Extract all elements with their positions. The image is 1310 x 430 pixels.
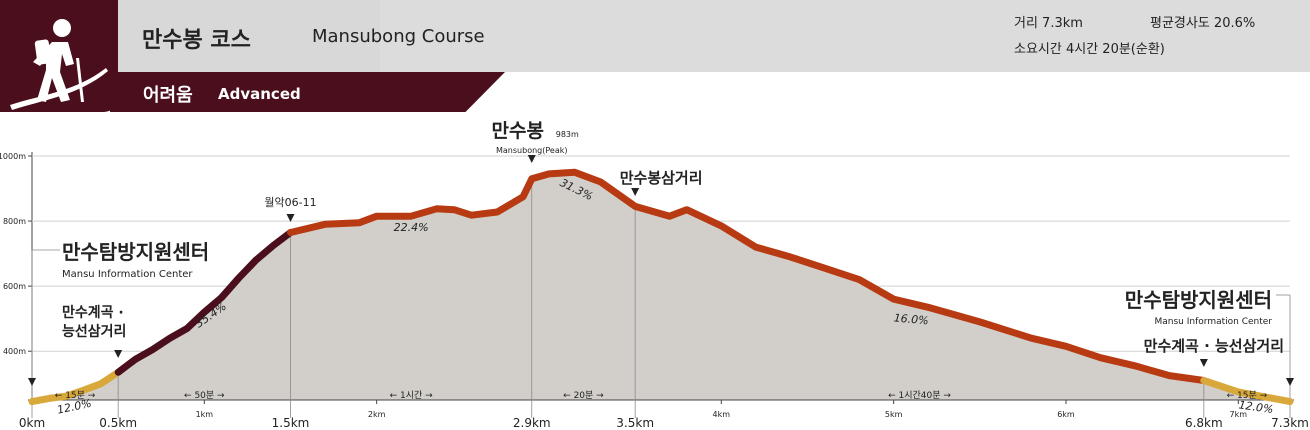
duration-stat: 소요시간 4시간 20분(순환) (1014, 42, 1165, 57)
difficulty-label-en: Advanced (218, 85, 301, 103)
trail-segment (1200, 377, 1294, 406)
course-title-en: Mansubong Course (312, 26, 485, 47)
waypoint-marker (527, 155, 536, 163)
trail-segment (28, 368, 122, 406)
x-minor-tick-label: 1km (196, 410, 214, 419)
y-tick-label: 1000m (0, 152, 26, 161)
y-tick-label: 400m (3, 347, 26, 356)
title-bar (118, 0, 380, 72)
waypoint-name-line2: 능선삼거리 (62, 324, 126, 340)
y-tick-label: 800m (3, 217, 26, 226)
slope-label: 22.4% (394, 221, 429, 234)
waypoint-marker (28, 378, 36, 386)
difficulty-bar (110, 72, 505, 112)
trail-segment (114, 229, 294, 376)
profile-area (32, 172, 1290, 402)
duration-label: ← 50분 → (184, 390, 225, 401)
waypoint-marker (1199, 359, 1208, 367)
trail-segment (287, 168, 1208, 384)
y-tick-label: 600m (3, 282, 26, 291)
course-badge (0, 0, 118, 112)
waypoint-name: 만수계곡 · 능선삼거리 (1144, 337, 1284, 355)
x-tick-label: 6.8km (1185, 416, 1223, 430)
waypoint-marker (286, 214, 295, 222)
course-title-ko: 만수봉 코스 (142, 28, 251, 53)
slope-label: 16.0% (893, 311, 929, 327)
waypoint-name: 월악06-11 (264, 196, 316, 209)
duration-label: ← 1시간 → (390, 390, 434, 401)
duration-label: ← 20분 → (563, 390, 604, 401)
hiker-icon (10, 19, 108, 110)
x-minor-tick-label: 5km (885, 410, 903, 419)
waypoint-marker (114, 350, 123, 358)
x-tick-label: 1.5km (272, 416, 310, 430)
waypoint-name: 만수계곡 · (62, 305, 124, 321)
waypoint-marker (631, 188, 640, 196)
duration-label: ← 15분 → (1227, 390, 1268, 401)
x-tick-label: 3.5km (616, 416, 654, 430)
x-minor-tick-label: 2km (368, 410, 386, 419)
x-minor-tick-label: 7km (1230, 410, 1248, 419)
x-tick-label: 2.9km (513, 416, 551, 430)
waypoint-sub: Mansu Information Center (62, 269, 193, 280)
difficulty-label-ko: 어려움 (143, 85, 193, 106)
x-minor-tick-label: 6km (1057, 410, 1075, 419)
waypoint-name: 만수봉삼거리 (620, 169, 703, 187)
x-minor-tick-label: 4km (713, 410, 731, 419)
duration-label: ← 1시간40분 → (888, 390, 951, 401)
waypoint-name: 만수탐방지원센터 (62, 240, 209, 264)
slope-stat: 평균경사도 20.6% (1150, 16, 1256, 31)
elevation-chart: 400m600m800m1000m12.0%35.4%22.4%31.3%16.… (0, 120, 1309, 430)
x-tick-label: 0.5km (99, 416, 137, 430)
waypoint-marker (1286, 378, 1294, 386)
distance-stat: 거리 7.3km (1014, 16, 1083, 31)
x-tick-label: 7.3km (1271, 416, 1309, 430)
waypoint-name: 만수탐방지원센터 (1125, 288, 1272, 312)
duration-label: ← 15분 → (55, 390, 96, 401)
waypoint-elevation: 983m (556, 130, 579, 139)
waypoint-name: 만수봉 (492, 120, 544, 142)
waypoint-sub: Mansu Information Center (1155, 317, 1273, 327)
slope-label: 12.0% (1238, 398, 1274, 416)
x-tick-label: 0km (19, 416, 45, 430)
waypoint-sub: Mansubong(Peak) (496, 146, 567, 155)
